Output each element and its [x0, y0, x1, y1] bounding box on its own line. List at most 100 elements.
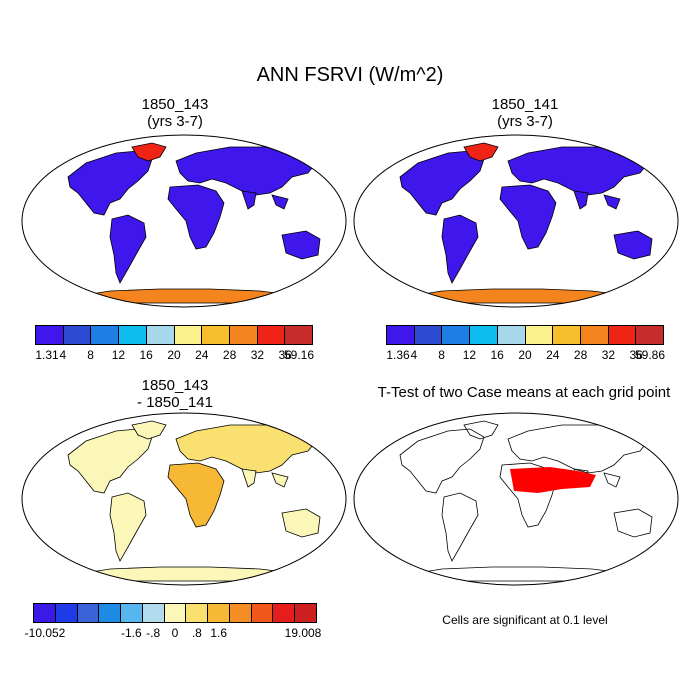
- colorbar-swatch: [553, 326, 581, 344]
- continent-samerica: [441, 492, 479, 562]
- colorbar-swatch: [55, 604, 78, 622]
- colorbar-swatch: [285, 326, 313, 344]
- continent-seasia: [271, 194, 289, 210]
- continent-namerica: [67, 150, 153, 216]
- panel1-map: [21, 134, 347, 308]
- continent-eurasia: [507, 424, 649, 474]
- continent-eurasia: [175, 146, 317, 196]
- colorbar-label: 16: [490, 348, 504, 362]
- panel3-colorbar-labels: -10.052 -1.6 -.8 0 .8 1.6 19.008: [25, 623, 322, 640]
- colorbar-swatch: [414, 326, 443, 344]
- colorbar-swatch: [121, 604, 143, 622]
- colorbar-swatch: [525, 326, 554, 344]
- colorbar-swatch: [202, 326, 230, 344]
- panel1-colorbar-swatches: [35, 325, 313, 345]
- colorbar-swatch: [186, 604, 209, 622]
- panel2-title-line1: 1850_141: [491, 96, 559, 113]
- continent-greenland: [463, 142, 499, 162]
- colorbar-label: 24: [195, 348, 209, 362]
- panel2-title: 1850_141 (yrs 3-7): [375, 96, 675, 130]
- colorbar-swatch: [99, 604, 122, 622]
- continent-seasia: [271, 472, 289, 488]
- panel1-title-line2: (yrs 3-7): [147, 113, 203, 130]
- colorbar-swatch: [208, 604, 230, 622]
- colorbar-swatch: [146, 326, 175, 344]
- continent-seasia: [603, 194, 621, 210]
- colorbar-label: -10.052: [24, 626, 66, 640]
- colorbar-swatch: [164, 604, 187, 622]
- panel2-colorbar-swatches: [386, 325, 664, 345]
- colorbar-label: 1.36: [386, 348, 410, 362]
- colorbar-swatch: [63, 326, 92, 344]
- panel3-title: 1850_143 - 1850_141: [25, 377, 325, 411]
- continent-antarctica: [379, 566, 653, 582]
- colorbar-swatch: [257, 326, 286, 344]
- colorbar-label: -.8: [146, 626, 161, 640]
- continent-greenland: [131, 142, 167, 162]
- colorbar-swatch: [174, 326, 203, 344]
- map-frame: [353, 412, 679, 586]
- colorbar-label: 36: [629, 348, 643, 362]
- colorbar-label: 20: [518, 348, 532, 362]
- panel4-map: [353, 412, 679, 586]
- colorbar-swatch: [273, 604, 296, 622]
- colorbar-label: -1.6: [120, 626, 142, 640]
- colorbar-label: 36: [278, 348, 292, 362]
- continent-eurasia: [507, 146, 649, 196]
- panel3-title-line2: - 1850_141: [137, 394, 213, 411]
- colorbar-label: 20: [167, 348, 181, 362]
- colorbar-swatch: [636, 326, 664, 344]
- continent-greenland: [131, 420, 167, 440]
- panel1-title-line1: 1850_143: [141, 96, 209, 113]
- continent-eurasia: [175, 424, 317, 474]
- colorbar-swatch: [580, 326, 609, 344]
- panel3-title-line1: 1850_143: [141, 377, 209, 394]
- colorbar-label: 59.16: [283, 348, 315, 362]
- continent-namerica: [67, 428, 153, 494]
- continent-australia: [281, 230, 321, 260]
- colorbar-label: 32: [601, 348, 616, 362]
- colorbar-swatch: [34, 604, 56, 622]
- continent-greenland: [463, 420, 499, 440]
- continent-africa: [167, 462, 225, 528]
- continent-africa: [499, 184, 557, 250]
- continent-india: [241, 468, 257, 488]
- colorbar-label: 28: [222, 348, 237, 362]
- panel2-colorbar: 1.36 4 8 12 16 20 24 28 32 36 59.86: [386, 325, 666, 362]
- continent-namerica: [399, 150, 485, 216]
- map-frame: [21, 412, 347, 586]
- panel3-colorbar: -10.052 -1.6 -.8 0 .8 1.6 19.008: [25, 603, 322, 640]
- colorbar-swatch: [251, 604, 274, 622]
- colorbar-label: 1.31: [35, 348, 59, 362]
- colorbar-label: 19.008: [284, 626, 322, 640]
- continent-namerica: [399, 428, 485, 494]
- colorbar-label: 4: [410, 348, 418, 362]
- colorbar-label: 12: [111, 348, 126, 362]
- continent-africa: [167, 184, 225, 250]
- colorbar-label: 59.86: [634, 348, 666, 362]
- colorbar-label: 8: [87, 348, 94, 362]
- panel4-title: T-Test of two Case means at each grid po…: [377, 384, 671, 401]
- continent-samerica: [441, 214, 479, 284]
- colorbar-label: 4: [59, 348, 67, 362]
- colorbar-label: 16: [139, 348, 153, 362]
- continent-australia: [613, 508, 653, 538]
- colorbar-swatch: [77, 604, 100, 622]
- continent-seasia: [603, 472, 621, 488]
- panel1-colorbar: 1.31 4 8 12 16 20 24 28 32 36 59.16: [35, 325, 315, 362]
- colorbar-label: 24: [546, 348, 560, 362]
- colorbar-label: 28: [573, 348, 588, 362]
- colorbar-label: 8: [438, 348, 445, 362]
- panel2-colorbar-labels: 1.36 4 8 12 16 20 24 28 32 36 59.86: [386, 345, 666, 362]
- colorbar-swatch: [36, 326, 64, 344]
- panel1-colorbar-labels: 1.31 4 8 12 16 20 24 28 32 36 59.16: [35, 345, 315, 362]
- colorbar-label: 32: [250, 348, 265, 362]
- colorbar-swatch: [442, 326, 471, 344]
- colorbar-swatch: [608, 326, 637, 344]
- continent-samerica: [109, 492, 147, 562]
- colorbar-swatch: [497, 326, 526, 344]
- colorbar-swatch: [229, 326, 258, 344]
- continent-australia: [281, 508, 321, 538]
- continent-india: [241, 190, 257, 210]
- map-frame: [21, 134, 347, 308]
